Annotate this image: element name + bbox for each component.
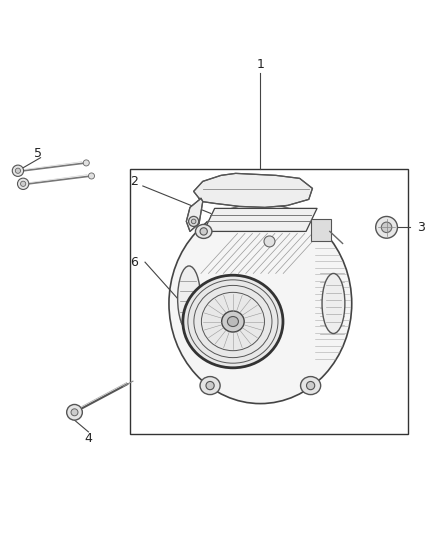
Polygon shape <box>194 173 312 207</box>
Circle shape <box>67 405 82 420</box>
Polygon shape <box>186 198 203 231</box>
Polygon shape <box>204 208 317 231</box>
Circle shape <box>264 236 275 247</box>
Ellipse shape <box>222 311 244 332</box>
Text: 5: 5 <box>34 147 42 160</box>
Text: 1: 1 <box>256 58 264 70</box>
Bar <box>130 168 408 434</box>
Ellipse shape <box>200 377 220 394</box>
Circle shape <box>88 173 95 179</box>
Circle shape <box>376 216 397 238</box>
Ellipse shape <box>195 224 212 238</box>
Bar <box>311 220 331 241</box>
Circle shape <box>206 382 214 390</box>
Ellipse shape <box>178 266 201 331</box>
Circle shape <box>71 409 78 416</box>
Ellipse shape <box>183 275 283 368</box>
Ellipse shape <box>322 273 345 334</box>
Circle shape <box>307 382 315 390</box>
Circle shape <box>200 228 207 235</box>
Text: 3: 3 <box>417 221 425 234</box>
Circle shape <box>21 181 26 187</box>
Circle shape <box>83 160 89 166</box>
Circle shape <box>15 168 21 173</box>
Circle shape <box>18 178 29 189</box>
Circle shape <box>381 222 392 232</box>
Text: 6: 6 <box>130 256 138 269</box>
Circle shape <box>189 216 199 227</box>
Circle shape <box>191 219 196 224</box>
Circle shape <box>12 165 24 176</box>
Ellipse shape <box>300 377 321 394</box>
Ellipse shape <box>227 317 238 327</box>
Text: 4: 4 <box>85 432 92 445</box>
Text: 2: 2 <box>130 175 138 188</box>
Ellipse shape <box>169 204 352 403</box>
